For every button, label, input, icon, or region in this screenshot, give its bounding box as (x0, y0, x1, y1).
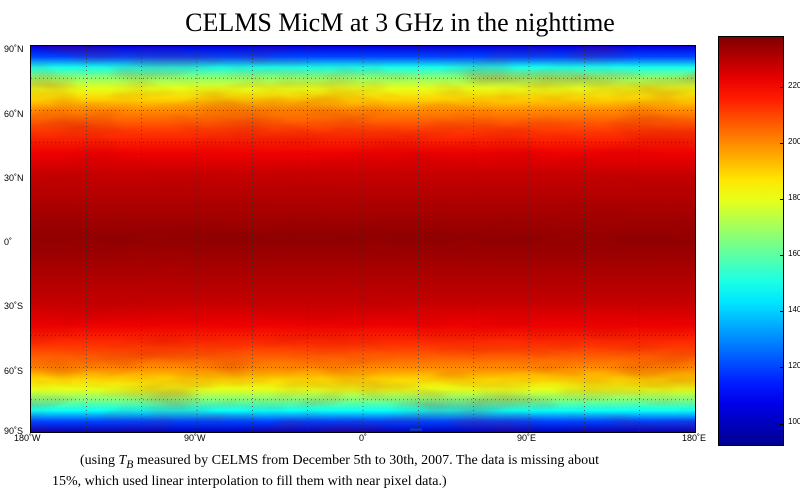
colorbar-tick: 140 (788, 305, 800, 314)
colorbar-tick-mark (780, 142, 784, 144)
colorbar-tick-mark (780, 423, 784, 425)
tb-subscript: B (126, 457, 134, 471)
caption-prefix: (using (80, 453, 119, 468)
caption-line1-text: measured by CELMS from December 5th to 3… (133, 453, 599, 468)
lat-tick: 90˚S (4, 426, 24, 436)
caption-line-2: 15%, which used linear interpolation to … (52, 473, 447, 489)
lat-tick: 60˚S (4, 366, 24, 376)
lon-tick: 90˚E (517, 433, 537, 443)
colorbar-tick-mark (780, 311, 784, 313)
colorbar-tick: 100 (788, 417, 800, 426)
graticule-grid (31, 46, 695, 432)
lon-tick: 180˚E (682, 433, 707, 443)
lat-tick: 0˚ (4, 237, 13, 247)
lon-tick: 180˚W (14, 433, 41, 443)
colorbar-tick: 120 (788, 361, 800, 370)
lon-tick: 0˚ (359, 433, 368, 443)
tb-symbol: T (118, 453, 127, 468)
colorbar-tick-mark (780, 86, 784, 88)
colorbar-tick-mark (780, 198, 784, 200)
lat-tick: 30˚N (4, 173, 24, 183)
colorbar-tick-mark (780, 367, 784, 369)
lat-tick: 60˚N (4, 109, 24, 119)
colorbar-tick: 160 (788, 249, 800, 258)
lat-tick: 30˚S (4, 301, 24, 311)
color-scale-bar (718, 36, 784, 446)
colorbar-tick: 200 (788, 137, 800, 146)
lon-tick: 90˚W (184, 433, 206, 443)
figure-caption: (using TB measured by CELMS from Decembe… (52, 452, 700, 490)
data-gap-marker (410, 428, 422, 431)
map-title: CELMS MicM at 3 GHz in the nighttime (185, 8, 615, 37)
colorbar-tick-mark (780, 255, 784, 257)
caption-line-1: (using TB measured by CELMS from Decembe… (80, 452, 700, 473)
colorbar-tick: 220 (788, 81, 800, 90)
map-panel (30, 45, 696, 433)
lat-tick: 90˚N (4, 44, 24, 54)
colorbar-tick: 180 (788, 193, 800, 202)
